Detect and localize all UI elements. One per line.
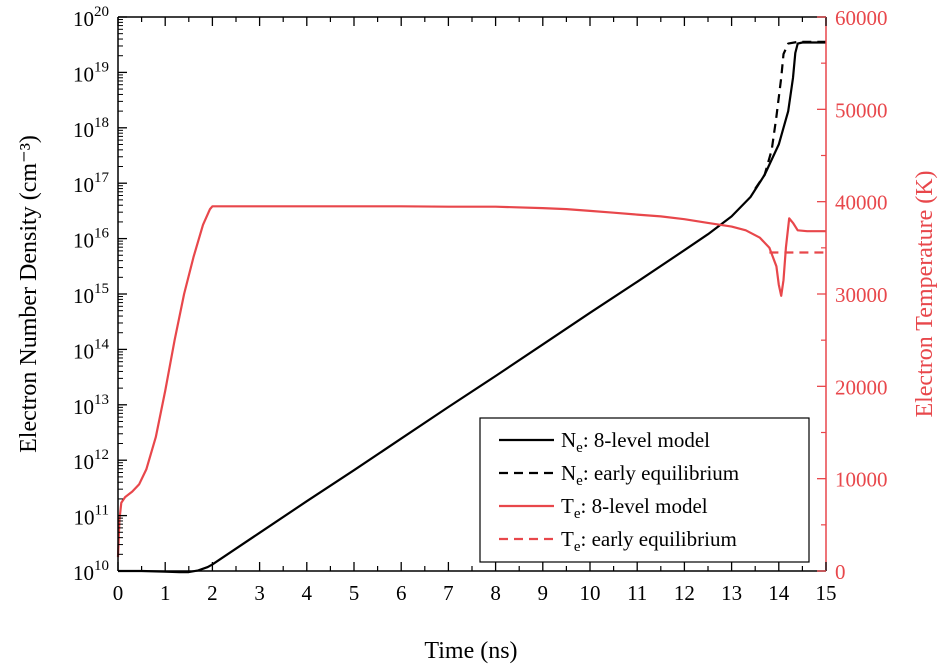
left-tick-label: 1013: [73, 392, 109, 419]
left-tick-label: 1010: [73, 558, 109, 585]
x-tick-label: 12: [674, 581, 695, 605]
right-tick-label: 20000: [835, 375, 888, 399]
x-tick-label: 10: [580, 581, 601, 605]
right-tick-label: 60000: [835, 6, 888, 30]
legend-label-1: Ne: early equilibrium: [561, 461, 739, 489]
x-tick-label: 3: [254, 581, 265, 605]
x-tick-label: 11: [627, 581, 647, 605]
x-tick-label: 13: [721, 581, 742, 605]
x-tick-label: 14: [768, 581, 790, 605]
legend-label-0: Ne: 8-level model: [561, 428, 710, 456]
right-tick-label: 0: [835, 560, 846, 584]
x-tick-label: 2: [207, 581, 218, 605]
x-tick-label: 6: [396, 581, 407, 605]
left-tick-label: 1014: [73, 336, 110, 363]
legend: Ne: 8-level model Ne: early equilibrium Te…: [479, 417, 810, 563]
x-tick-label: 9: [538, 581, 549, 605]
legend-label-2: Te: 8-level model: [561, 494, 708, 522]
x-tick-label: 1: [160, 581, 171, 605]
axes-layer: 0 1 2 3 4 5 6 7 8 9 10 11 12 13 14 15101010111012101310…: [16, 4, 938, 605]
right-tick-label: 40000: [835, 191, 888, 215]
left-tick-label: 1018: [73, 115, 109, 142]
right-tick-label: 10000: [835, 468, 888, 492]
right-axis-label: Electron Temperature (K): [912, 170, 938, 417]
series-line-2: [116, 205, 826, 558]
x-tick-label: 5: [349, 581, 360, 605]
left-axis-label: Electron Number Density (cm⁻³): [16, 135, 42, 453]
left-tick-label: 1011: [74, 503, 109, 530]
x-tick-label: 8: [490, 581, 501, 605]
left-tick-label: 1020: [73, 4, 109, 31]
left-tick-label: 1019: [73, 59, 109, 86]
right-tick-label: 50000: [835, 98, 888, 122]
x-tick-label: 7: [443, 581, 454, 605]
left-tick-label: 1012: [73, 447, 109, 474]
left-tick-label: 1017: [73, 170, 110, 197]
x-tick-label: 0: [113, 581, 124, 605]
x-tick-label: 15: [816, 581, 837, 605]
left-tick-label: 1016: [73, 226, 110, 253]
legend-box: [479, 417, 810, 563]
x-tick-label: 4: [302, 581, 313, 605]
right-tick-label: 30000: [835, 283, 888, 307]
left-tick-label: 1015: [73, 281, 109, 308]
legend-label-3: Te: early equilibrium: [561, 527, 737, 555]
x-axis-label: Time (ns): [424, 638, 517, 664]
series-line-1: [754, 40, 826, 190]
